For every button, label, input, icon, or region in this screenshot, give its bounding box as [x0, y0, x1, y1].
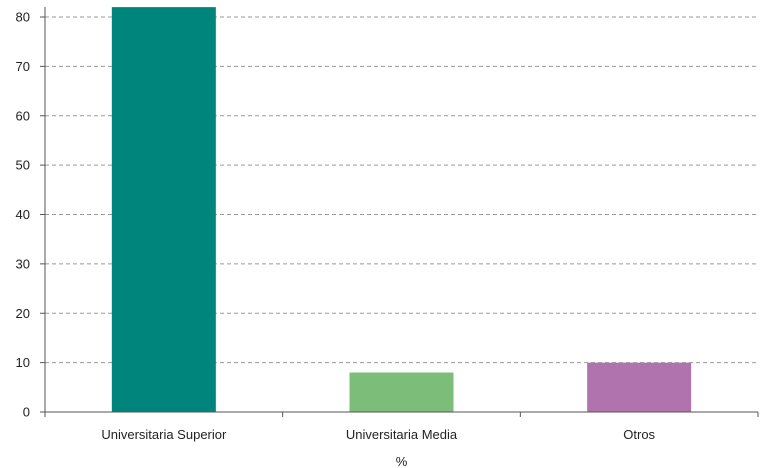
bar [349, 372, 454, 412]
y-tick-labels: 0 10 20 30 40 50 60 70 80 [16, 10, 45, 420]
y-tick-label: 80 [16, 10, 30, 25]
y-tick-label: 30 [16, 256, 30, 271]
y-tick-label: 60 [16, 108, 30, 123]
y-tick-label: 50 [16, 158, 30, 173]
y-tick-label: 20 [16, 306, 30, 321]
x-category-label: Universitaria Media [346, 427, 458, 442]
x-tick-marks [44, 412, 759, 417]
axes [44, 7, 758, 413]
y-tick-label: 10 [16, 355, 30, 370]
bar [111, 7, 216, 412]
x-category-label: Universitaria Superior [101, 427, 227, 442]
bar [587, 362, 692, 412]
y-tick-label: 70 [16, 59, 30, 74]
y-tick-label: 0 [23, 405, 30, 420]
y-tick-label: 40 [16, 207, 30, 222]
x-axis-title: % [396, 454, 408, 468]
x-category-label: Otros [623, 427, 655, 442]
x-category-labels: Universitaria Superior Universitaria Medi… [101, 427, 655, 442]
bars [111, 7, 692, 412]
